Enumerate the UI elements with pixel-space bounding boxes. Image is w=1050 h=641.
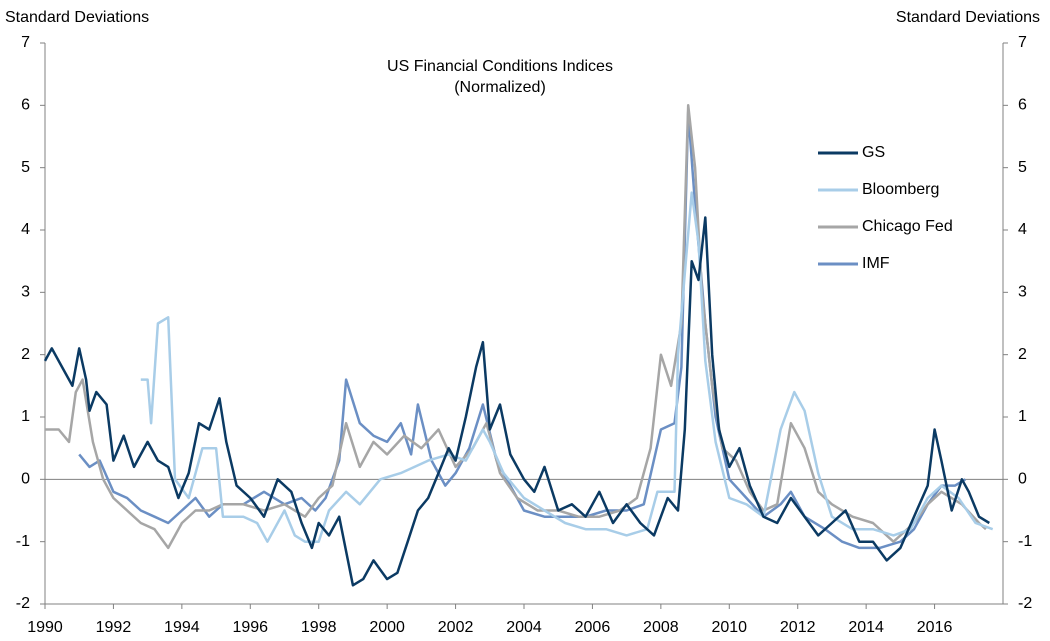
series-line — [78, 110, 967, 550]
y-tick-label: 7 — [21, 34, 30, 51]
x-tick-label: 1992 — [96, 619, 132, 636]
x-tick-label: 2004 — [506, 619, 542, 636]
x-tick-label: 2014 — [848, 619, 884, 636]
y-tick-label: -2 — [16, 595, 30, 612]
y-tick-label: 6 — [21, 97, 30, 114]
y-tick-label: 4 — [21, 221, 30, 238]
series-line — [43, 216, 990, 587]
y2-tick-label: 1 — [1018, 408, 1027, 425]
y-tick-label: 3 — [21, 284, 30, 301]
y-tick-label: 0 — [21, 471, 30, 488]
y2-tick-label: -1 — [1018, 533, 1032, 550]
series-line — [45, 104, 987, 550]
x-tick-label: 1996 — [232, 619, 268, 636]
legend-label: IMF — [862, 255, 890, 272]
legend-label: Bloomberg — [862, 181, 939, 198]
y2-axis-label: Standard Deviations — [896, 9, 1040, 26]
x-tick-label: 2002 — [438, 619, 474, 636]
y2-tick-label: 5 — [1018, 159, 1027, 176]
x-tick-label: 1994 — [164, 619, 200, 636]
y2-tick-label: 6 — [1018, 97, 1027, 114]
y2-tick-label: 3 — [1018, 284, 1027, 301]
x-tick-label: 1990 — [27, 619, 63, 636]
y-tick-label: 5 — [21, 159, 30, 176]
series-line — [140, 191, 994, 543]
y2-tick-label: -2 — [1018, 595, 1032, 612]
x-tick-label: 2010 — [711, 619, 747, 636]
x-tick-label: 2000 — [369, 619, 405, 636]
y2-tick-label: 4 — [1018, 221, 1027, 238]
x-tick-label: 2008 — [643, 619, 679, 636]
chart-subtitle: (Normalized) — [454, 79, 546, 96]
y2-tick-label: 2 — [1018, 346, 1027, 363]
legend-label: GS — [862, 144, 885, 161]
x-tick-label: 1998 — [301, 619, 337, 636]
y-tick-label: 1 — [21, 408, 30, 425]
x-tick-label: 2012 — [780, 619, 816, 636]
legend-label: Chicago Fed — [862, 218, 953, 235]
x-tick-label: 2006 — [575, 619, 611, 636]
y-tick-label: -1 — [16, 533, 30, 550]
x-tick-label: 2016 — [917, 619, 953, 636]
y2-tick-label: 7 — [1018, 34, 1027, 51]
chart-title: US Financial Conditions Indices — [387, 58, 613, 75]
y2-tick-label: 0 — [1018, 471, 1027, 488]
y-tick-label: 2 — [21, 346, 30, 363]
y-axis-label: Standard Deviations — [5, 9, 149, 26]
